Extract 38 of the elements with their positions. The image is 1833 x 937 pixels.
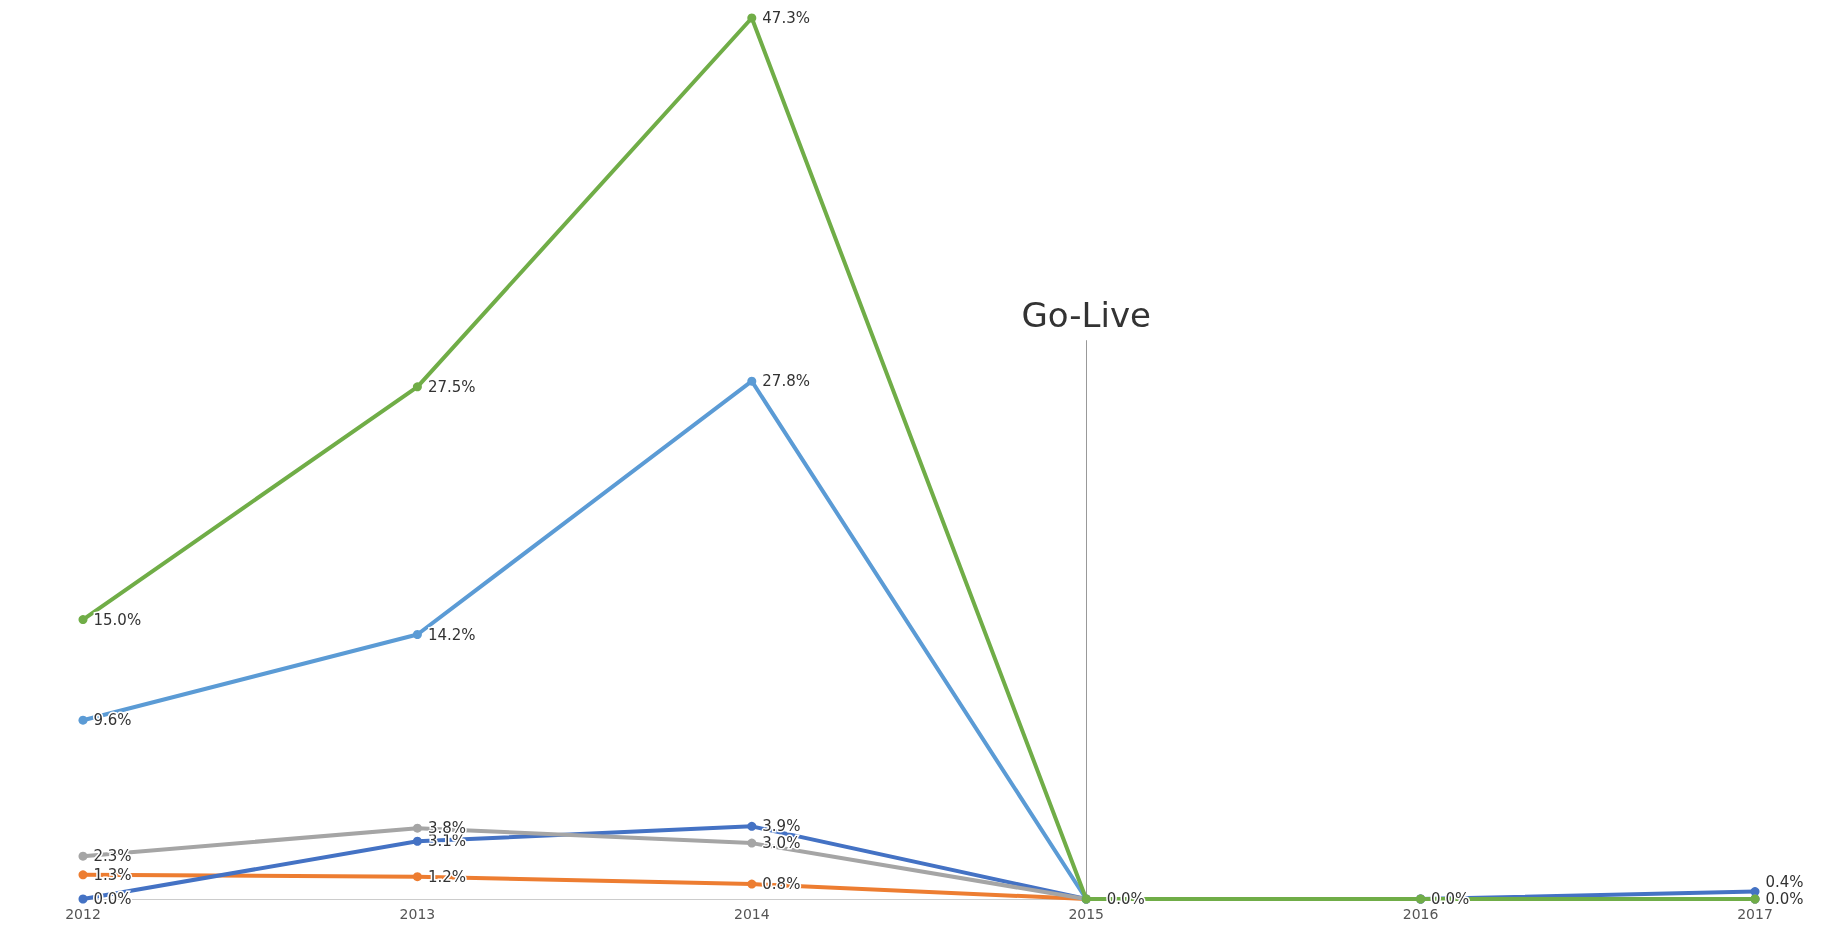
point	[747, 13, 757, 23]
data-label: 1.3%	[93, 865, 132, 884]
point	[78, 894, 88, 904]
point	[78, 851, 88, 861]
x-tick-label: 2012	[65, 906, 101, 922]
data-label: 0.0%	[1106, 890, 1145, 908]
data-label: 3.0%	[762, 834, 801, 853]
x-tick-label: 2016	[1402, 906, 1439, 922]
point	[412, 823, 422, 833]
data-label: 9.6%	[93, 711, 132, 730]
point	[412, 872, 422, 882]
data-label: 0.0%	[1765, 890, 1804, 908]
annotation: Go-Live	[1021, 295, 1151, 336]
point	[747, 838, 757, 848]
x-tick-label: 2017	[1737, 906, 1773, 922]
x-tick-label: 2015	[1068, 906, 1105, 922]
data-label: 3.9%	[762, 817, 801, 836]
data-label: 14.2%	[427, 625, 476, 644]
point	[747, 879, 757, 889]
data-label: 15.0%	[93, 610, 142, 629]
data-label: 27.8%	[762, 372, 810, 391]
data-label: 0.4%	[1765, 872, 1804, 891]
x-tick-label: 2014	[733, 906, 770, 922]
point	[78, 715, 88, 725]
data-label: 2.3%	[93, 847, 132, 866]
x-tick-label: 2013	[399, 906, 436, 922]
point	[78, 615, 88, 625]
data-label: 0.8%	[762, 875, 801, 894]
data-label: 47.3%	[762, 9, 810, 27]
data-label: 27.5%	[427, 377, 476, 396]
data-label: 0.0%	[93, 890, 132, 908]
point	[412, 382, 422, 392]
point	[78, 870, 88, 880]
point	[412, 630, 422, 640]
data-label: 1.2%	[427, 867, 467, 886]
point	[747, 376, 757, 386]
point	[412, 836, 422, 846]
point	[747, 821, 757, 831]
